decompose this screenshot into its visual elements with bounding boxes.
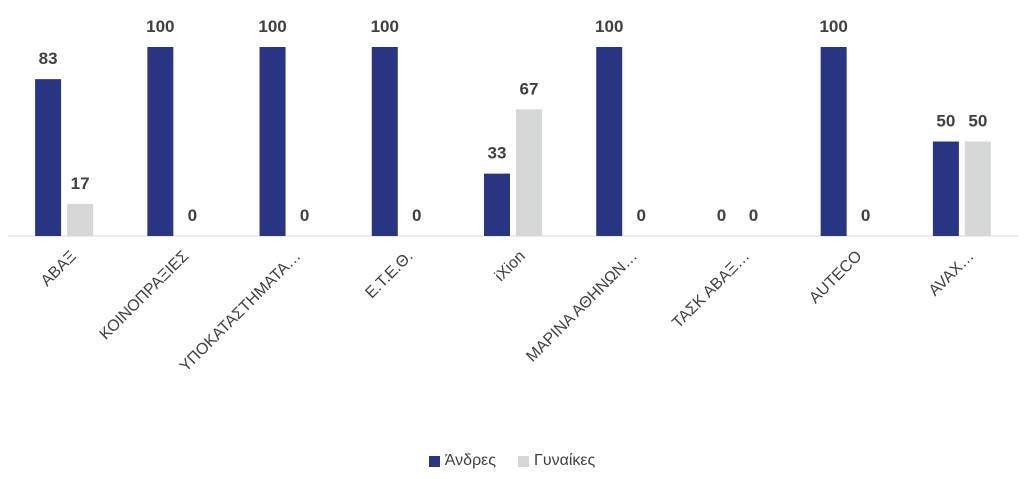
bar-women-8	[964, 141, 991, 236]
data-label-1-8: 50	[968, 112, 987, 131]
legend-item-series-1: Γυναίκες	[518, 452, 595, 470]
data-label-0-3: 100	[371, 17, 399, 36]
data-label-0-1: 100	[146, 17, 174, 36]
data-label-0-6: 0	[717, 206, 726, 225]
bar-men-2	[259, 47, 286, 236]
data-label-1-3: 0	[412, 206, 421, 225]
data-label-0-7: 100	[819, 17, 847, 36]
bar-men-4	[484, 173, 510, 236]
bars-group	[35, 47, 991, 236]
bar-men-0	[35, 79, 62, 236]
bar-men-8	[932, 141, 959, 236]
legend: Άνδρες Γυναίκες	[0, 452, 1024, 470]
category-label-3: Ε.Τ.Ε.Θ.	[362, 248, 416, 302]
data-label-1-1: 0	[188, 206, 197, 225]
data-label-0-0: 83	[39, 49, 58, 68]
data-label-1-0: 17	[71, 174, 90, 193]
data-label-0-5: 100	[595, 17, 623, 36]
category-label-4: iXion	[492, 248, 529, 285]
data-label-0-2: 100	[258, 17, 286, 36]
legend-item-series-0: Άνδρες	[428, 452, 497, 470]
data-label-1-6: 0	[749, 206, 758, 225]
legend-label: Άνδρες	[444, 452, 497, 469]
data-label-1-2: 0	[300, 206, 309, 225]
bar-men-1	[147, 47, 174, 236]
category-label-8: AVAX…	[926, 248, 978, 300]
data-label-1-7: 0	[861, 206, 870, 225]
category-label-2: ΥΠΟΚΑΤΑΣΤΗΜΑΤΑ…	[177, 248, 305, 376]
category-label-7: AUTECO	[806, 248, 865, 307]
bar-men-7	[820, 47, 847, 236]
data-label-1-5: 0	[636, 206, 645, 225]
category-label-5: ΜΑΡΙΝΑ ΑΘΗΝΩΝ…	[523, 248, 641, 366]
value-labels-group: 83 17 100 0 100 0 100 0 33 67 100 0 0 0 100 0 50 50	[39, 17, 988, 225]
bar-women-0	[67, 203, 94, 236]
category-label-0: ΑΒΑΞ	[38, 248, 80, 290]
data-label-1-4: 67	[520, 79, 539, 98]
category-label-6: ΤΑΣΚ ΑΒΑΞ…	[669, 248, 753, 332]
data-label-0-4: 33	[488, 144, 507, 163]
legend-swatch	[428, 455, 440, 467]
legend-label: Γυναίκες	[534, 452, 596, 469]
data-label-0-8: 50	[936, 112, 955, 131]
category-label-1: ΚΟΙΝΟΠΡΑΞΙΕΣ	[97, 248, 193, 344]
bar-men-3	[371, 47, 398, 236]
bar-men-5	[596, 47, 623, 236]
bar-women-4	[516, 109, 542, 236]
legend-swatch	[518, 455, 530, 467]
